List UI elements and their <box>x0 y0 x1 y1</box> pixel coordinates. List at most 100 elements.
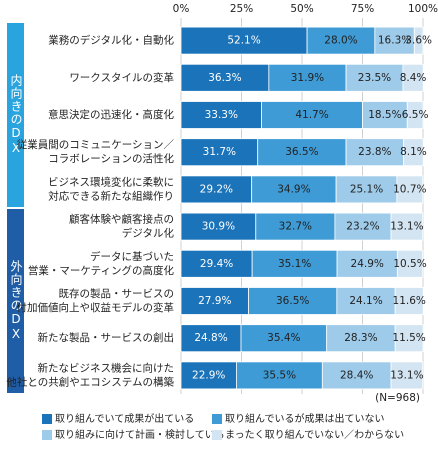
category-label: 対応できる新たな組織作り <box>48 189 174 202</box>
value-label: 36.5% <box>285 146 318 158</box>
bar-segment <box>390 212 424 241</box>
value-label: 32.7% <box>279 221 312 233</box>
bar-segment <box>334 212 392 241</box>
value-label: 36.3% <box>208 72 241 84</box>
bar-segment <box>306 26 376 55</box>
bar-segment <box>374 26 415 55</box>
category-label: デジタル化 <box>122 227 175 240</box>
bar-segment <box>261 101 363 129</box>
bar-segment <box>406 101 424 129</box>
category-label: 既存の製品・サービスの <box>59 287 175 300</box>
value-label: 23.8% <box>358 146 391 158</box>
bar-segment <box>321 361 392 390</box>
legend-swatch <box>42 430 52 440</box>
group-box <box>7 209 24 393</box>
value-label: 27.9% <box>198 295 231 307</box>
value-label: 8.4% <box>400 72 427 84</box>
value-label: 10.7% <box>393 183 426 195</box>
value-label: 35.4% <box>267 332 300 344</box>
category-label: 付加価値向上や収益モデルの変革 <box>17 301 175 314</box>
x-tick-label: 0% <box>173 3 190 15</box>
value-label: 29.2% <box>200 183 233 195</box>
value-label: 31.9% <box>291 72 324 84</box>
category-label: データに基づいた <box>90 250 174 263</box>
value-label: 24.9% <box>351 258 384 270</box>
legend-label: まったく取り組んでいない／わからない <box>225 428 404 441</box>
value-label: 18.5% <box>368 109 401 121</box>
x-tick-label: 75% <box>351 3 374 15</box>
value-label: 13.1% <box>390 221 423 233</box>
category-label: ビジネス環境変化に柔軟に <box>48 175 174 188</box>
bar-segment <box>180 212 257 241</box>
bar-segment <box>257 138 347 167</box>
bar-segment <box>403 138 424 167</box>
value-label: 35.5% <box>263 369 296 381</box>
value-label: 41.7% <box>295 109 328 121</box>
value-label: 3.6% <box>405 35 432 47</box>
value-label: 52.1% <box>227 35 260 47</box>
bar-segment <box>326 324 396 353</box>
bar-segment <box>180 287 249 315</box>
value-label: 8.1% <box>400 146 427 158</box>
value-label: 6.5% <box>402 109 429 121</box>
value-label: 16.3% <box>378 35 411 47</box>
value-label: 25.1% <box>350 183 383 195</box>
bar-segment <box>394 287 424 315</box>
bar-segment <box>251 249 338 278</box>
value-label: 33.3% <box>205 109 238 121</box>
bar-segment <box>180 249 253 278</box>
bar-segment <box>336 249 398 278</box>
bar-segment <box>396 175 424 204</box>
group-label: 外向きのDX <box>9 260 23 342</box>
bar-segment <box>180 175 253 204</box>
bar-segment <box>251 175 337 204</box>
value-label: 36.5% <box>276 295 309 307</box>
bar-segment <box>345 138 405 167</box>
x-tick-label: 50% <box>290 3 313 15</box>
value-label: 11.5% <box>392 332 425 344</box>
value-label: 24.8% <box>194 332 227 344</box>
category-label: コラボレーションの活性化 <box>48 152 174 165</box>
value-label: 28.4% <box>340 369 373 381</box>
bar-segment <box>268 63 347 92</box>
legend-label: 取り組んでいるが成果は出ていない <box>225 412 385 425</box>
category-label: 新たなビジネス機会に向けた <box>38 361 175 374</box>
value-label: 28.0% <box>324 35 357 47</box>
group-label: 内向きのDX <box>9 74 23 156</box>
bar-segment <box>248 287 338 315</box>
bar-segment <box>240 324 328 353</box>
value-label: 29.4% <box>200 258 233 270</box>
category-label: 業務のデジタル化・自動化 <box>48 34 174 47</box>
bar-segment <box>180 63 270 92</box>
category-label: 営業・マーケティングの高度化 <box>28 264 175 277</box>
x-tick-label: 100% <box>408 3 438 15</box>
bar-segment <box>362 101 408 129</box>
value-label: 30.9% <box>202 221 235 233</box>
sample-size-note: (N=968) <box>375 392 420 404</box>
bar-segment <box>345 63 404 92</box>
value-label: 10.5% <box>393 258 426 270</box>
legend-label: 取り組んでいて成果が出ている <box>55 412 194 425</box>
value-label: 23.2% <box>346 221 379 233</box>
bar-segment <box>396 249 424 278</box>
category-label: 従業員間のコミュニケーション／ <box>17 138 175 151</box>
legend-label: 取り組みに向けて計画・検討している <box>55 428 225 441</box>
bar-segment <box>413 26 424 55</box>
legend-swatch <box>212 414 222 424</box>
value-label: 35.1% <box>278 258 311 270</box>
bar-segment <box>390 361 424 390</box>
category-label: ワークスタイルの変革 <box>69 71 174 84</box>
bar-segment <box>236 361 323 390</box>
group-box <box>7 23 24 207</box>
value-label: 34.9% <box>277 183 310 195</box>
category-label: 新たな製品・サービスの創出 <box>38 331 175 344</box>
bar-segment <box>402 63 424 92</box>
value-label: 23.5% <box>358 72 391 84</box>
bar-segment <box>255 212 336 241</box>
value-label: 28.3% <box>344 332 377 344</box>
bar-segment <box>394 324 424 353</box>
value-label: 13.1% <box>390 369 423 381</box>
x-tick-label: 25% <box>230 3 253 15</box>
